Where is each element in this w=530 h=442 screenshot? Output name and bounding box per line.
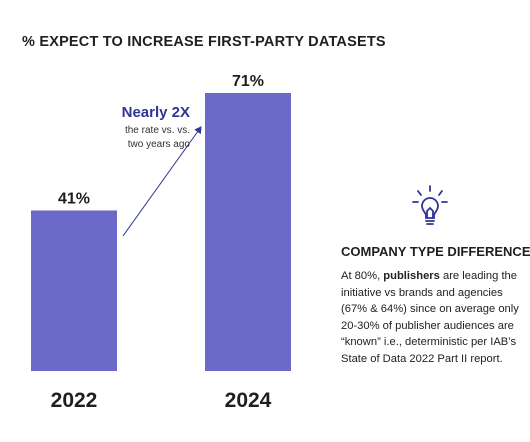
sidebar-body-rest: are leading the initiative vs brands and… (341, 270, 519, 365)
annotation-subtext-line2: two years ago (127, 139, 190, 150)
annotation-subtext: the rate vs. vs. two years ago (96, 124, 190, 152)
lightbulb-icon (412, 185, 448, 225)
chart-title: % EXPECT TO INCREASE FIRST-PARTY DATASET… (22, 34, 386, 50)
sidebar-body-bold: publishers (383, 270, 440, 282)
annotation-subtext-line1: the rate vs. vs. (124, 125, 190, 136)
data-label-2022: 41% (58, 190, 90, 207)
growth-arrow (122, 126, 202, 237)
sidebar-body-prefix: At 80%, (341, 270, 384, 282)
category-label-2022: 2022 (51, 389, 98, 412)
bar-2024 (205, 93, 291, 371)
data-label-2024: 71% (232, 73, 264, 90)
annotation-headline: Nearly 2X (121, 104, 190, 121)
category-label-2024: 2024 (225, 389, 272, 412)
sidebar-heading: COMPANY TYPE DIFFERENCES (341, 244, 530, 259)
bar-2022 (31, 210, 117, 371)
sidebar-body: At 80%, publishers are leading the initi… (341, 268, 526, 367)
